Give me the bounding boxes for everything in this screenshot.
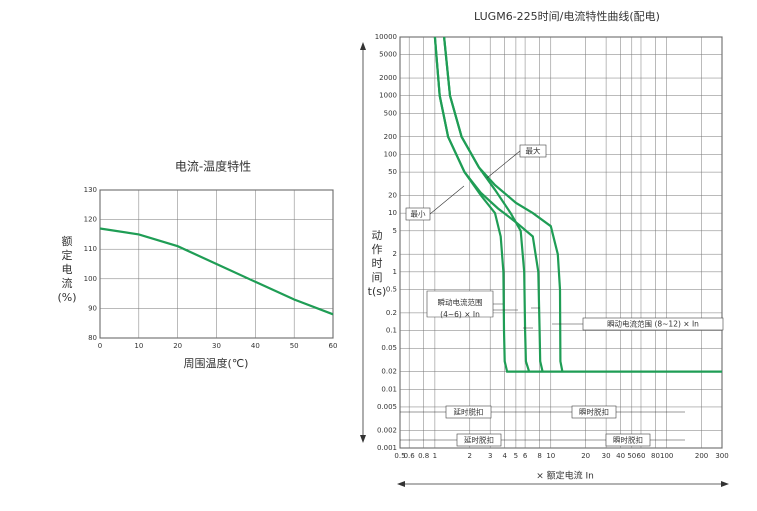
x-axis-label: 周围温度(℃) (184, 356, 249, 370)
data-line (443, 36, 564, 372)
x-tick-label: 200 (695, 452, 708, 460)
y-axis-label: t(s) (368, 285, 387, 298)
chart-title: 电流-温度特性 (175, 159, 251, 174)
y-tick-label: 10000 (375, 33, 397, 41)
y-tick-label: 1 (393, 268, 397, 276)
annotation: 瞬时脱扣 (613, 435, 643, 445)
y-tick-label: 80 (88, 334, 97, 342)
annotation: 最小 (411, 210, 426, 219)
y-axis-label: 电 (62, 263, 73, 276)
x-tick-label: 10 (546, 452, 555, 460)
y-tick-label: 0.01 (381, 385, 397, 393)
y-tick-label: 50 (388, 168, 397, 176)
y-tick-label: 110 (84, 245, 97, 253)
y-axis-label: 额 (62, 235, 73, 248)
y-tick-label: 5 (393, 227, 397, 235)
x-tick-label: 2 (468, 452, 472, 460)
x-tick-label: 30 (602, 452, 611, 460)
y-axis-label: 时 (372, 257, 383, 270)
annotation: 延时脱扣 (454, 407, 484, 417)
x-tick-label: 0.6 (404, 452, 416, 460)
x-tick-label: 50 (290, 342, 299, 350)
annotation: 瞬动电流范围 (438, 297, 483, 307)
x-tick-label: 10 (134, 342, 143, 350)
y-tick-label: 2 (393, 250, 397, 258)
x-tick-label: 0.8 (418, 452, 429, 460)
y-axis-label: (%) (57, 291, 76, 304)
x-tick-label: 4 (502, 452, 507, 460)
annotation: 最大 (526, 146, 541, 156)
x-axis-label: × 额定电流 In (536, 470, 594, 482)
x-tick-label: 50 (627, 452, 636, 460)
x-tick-label: 1 (433, 452, 437, 460)
y-tick-label: 90 (88, 304, 97, 312)
y-axis-label: 动 (372, 229, 383, 242)
x-tick-label: 20 (581, 452, 590, 460)
y-tick-label: 500 (384, 109, 397, 117)
y-tick-label: 0.2 (386, 309, 397, 317)
x-tick-label: 30 (212, 342, 221, 350)
data-line (99, 227, 334, 316)
x-tick-label: 0.5 (394, 452, 405, 460)
y-axis-label: 间 (372, 271, 383, 284)
y-tick-label: 1000 (379, 92, 397, 100)
x-tick-label: 80 (651, 452, 660, 460)
y-tick-label: 100 (384, 150, 397, 158)
x-tick-label: 100 (660, 452, 673, 460)
x-tick-label: 6 (523, 452, 528, 460)
y-axis-label: 流 (62, 276, 73, 290)
x-tick-label: 60 (637, 452, 646, 460)
x-tick-label: 60 (329, 342, 338, 350)
y-tick-label: 0.02 (381, 368, 397, 376)
y-tick-label: 100 (84, 275, 97, 283)
x-tick-label: 8 (537, 452, 541, 460)
y-tick-label: 0.05 (381, 344, 397, 352)
chart-title: LUGM6-225时间/电流特性曲线(配电) (474, 9, 660, 23)
y-tick-label: 10 (388, 209, 397, 217)
axis-arrows (360, 42, 729, 487)
annotation: (4~6) × In (440, 310, 480, 319)
leader-lines (400, 150, 685, 441)
x-tick-label: 5 (514, 452, 518, 460)
x-tick-label: 40 (251, 342, 260, 350)
y-axis-label: 定 (62, 248, 73, 262)
y-tick-label: 200 (384, 133, 397, 141)
y-axis-label: 作 (372, 243, 383, 256)
data-line (433, 36, 544, 372)
y-tick-label: 0.1 (386, 327, 397, 335)
box-frame (426, 290, 494, 318)
y-tick-label: 2000 (379, 74, 397, 82)
annotation: 延时脱扣 (464, 435, 494, 445)
y-tick-label: 20 (388, 191, 397, 199)
plot-area (399, 36, 723, 449)
x-tick-label: 20 (173, 342, 182, 350)
y-tick-label: 120 (84, 216, 97, 224)
y-tick-label: 5000 (379, 51, 397, 59)
y-tick-label: 0.001 (377, 444, 397, 452)
y-tick-label: 0.5 (386, 286, 397, 294)
x-tick-label: 0 (98, 342, 102, 350)
y-tick-label: 0.002 (377, 426, 397, 434)
x-tick-label: 40 (616, 452, 625, 460)
x-tick-label: 3 (488, 452, 492, 460)
annotation: 瞬时脱扣 (579, 407, 609, 417)
x-tick-label: 300 (715, 452, 728, 460)
y-tick-label: 0.005 (377, 403, 397, 411)
annotation: 瞬动电流范围 (8~12) × In (607, 319, 699, 329)
y-tick-label: 130 (84, 186, 97, 194)
